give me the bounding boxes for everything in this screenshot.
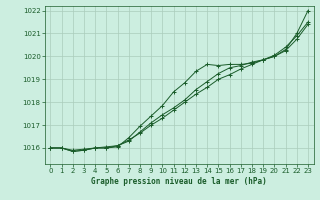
X-axis label: Graphe pression niveau de la mer (hPa): Graphe pression niveau de la mer (hPa) xyxy=(91,177,267,186)
